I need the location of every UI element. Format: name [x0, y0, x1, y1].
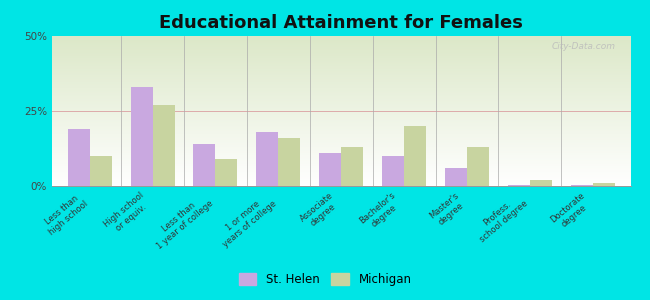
Bar: [153, 105, 175, 186]
Bar: [194, 144, 216, 186]
Bar: [90, 156, 112, 186]
Title: Educational Attainment for Females: Educational Attainment for Females: [159, 14, 523, 32]
Bar: [256, 132, 278, 186]
Bar: [467, 147, 489, 186]
Bar: [319, 153, 341, 186]
Bar: [571, 185, 593, 186]
Bar: [216, 159, 237, 186]
Bar: [341, 147, 363, 186]
Bar: [68, 129, 90, 186]
Text: City-Data.com: City-Data.com: [552, 42, 616, 51]
Bar: [445, 168, 467, 186]
Bar: [382, 156, 404, 186]
Legend: St. Helen, Michigan: St. Helen, Michigan: [234, 268, 416, 291]
Bar: [278, 138, 300, 186]
Bar: [404, 126, 426, 186]
Bar: [131, 87, 153, 186]
Bar: [508, 184, 530, 186]
Bar: [530, 180, 552, 186]
Bar: [593, 183, 615, 186]
